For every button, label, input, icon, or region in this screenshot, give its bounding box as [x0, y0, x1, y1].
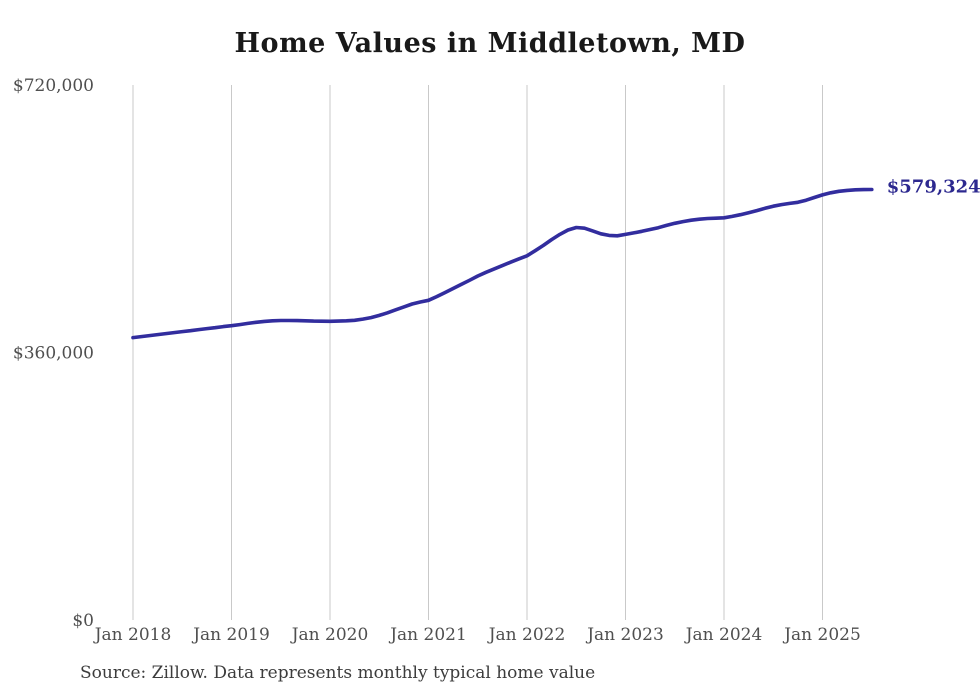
chart-title: Home Values in Middletown, MD: [234, 28, 746, 59]
source-note: Source: Zillow. Data represents monthly …: [80, 663, 596, 683]
y-axis-tick-labels: $0 $360,000 $720,000: [13, 76, 94, 631]
x-tick-label: Jan 2023: [585, 625, 664, 645]
x-tick-label: Jan 2025: [782, 625, 861, 645]
x-tick-label: Jan 2019: [191, 625, 270, 645]
y-tick-label: $720,000: [13, 76, 94, 96]
y-tick-label: $0: [72, 611, 94, 631]
x-tick-label: Jan 2022: [487, 625, 566, 645]
x-tick-label: Jan 2021: [388, 625, 467, 645]
y-tick-label: $360,000: [13, 344, 94, 364]
gridlines: [132, 85, 823, 620]
home-value-line-series: [131, 187, 874, 340]
x-tick-label: Jan 2024: [684, 625, 763, 645]
latest-value-label: $579,324: [887, 177, 980, 198]
x-axis-tick-labels: Jan 2018 Jan 2019 Jan 2020 Jan 2021 Jan 2022…: [93, 625, 861, 645]
x-tick-label: Jan 2020: [290, 625, 369, 645]
x-tick-label: Jan 2018: [93, 625, 172, 645]
